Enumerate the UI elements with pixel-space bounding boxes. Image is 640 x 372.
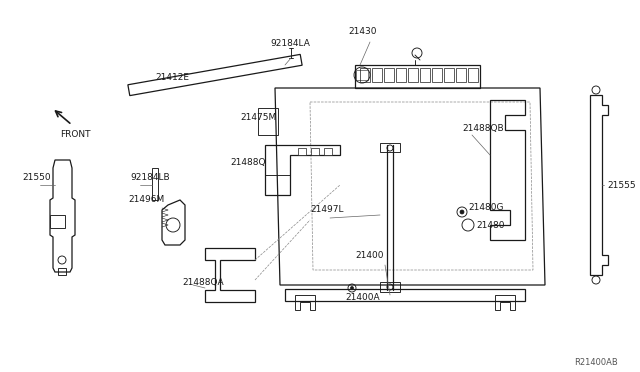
Text: R21400AB: R21400AB <box>574 358 618 367</box>
Polygon shape <box>50 215 65 228</box>
Text: 21488QA: 21488QA <box>182 279 223 288</box>
Text: 21496M: 21496M <box>128 196 164 205</box>
Text: 92184LB: 92184LB <box>130 173 170 183</box>
Polygon shape <box>324 148 332 155</box>
Text: 21480: 21480 <box>476 221 504 230</box>
Circle shape <box>351 286 353 289</box>
Text: 21488Q: 21488Q <box>230 157 266 167</box>
Polygon shape <box>311 148 319 155</box>
Text: 21400A: 21400A <box>345 294 380 302</box>
Text: 21550: 21550 <box>22 173 51 183</box>
Text: 21400: 21400 <box>355 250 383 260</box>
Text: 21475M: 21475M <box>240 113 276 122</box>
Text: 21555: 21555 <box>607 180 636 189</box>
Text: FRONT: FRONT <box>60 130 90 139</box>
Circle shape <box>460 210 464 214</box>
Text: 21412E: 21412E <box>155 74 189 83</box>
Text: 21497L: 21497L <box>310 205 344 215</box>
Text: 21488QB: 21488QB <box>462 124 504 132</box>
Text: 92184LA: 92184LA <box>270 38 310 48</box>
Text: 21480G: 21480G <box>468 203 504 212</box>
Polygon shape <box>298 148 306 155</box>
Text: 21430: 21430 <box>348 28 376 36</box>
